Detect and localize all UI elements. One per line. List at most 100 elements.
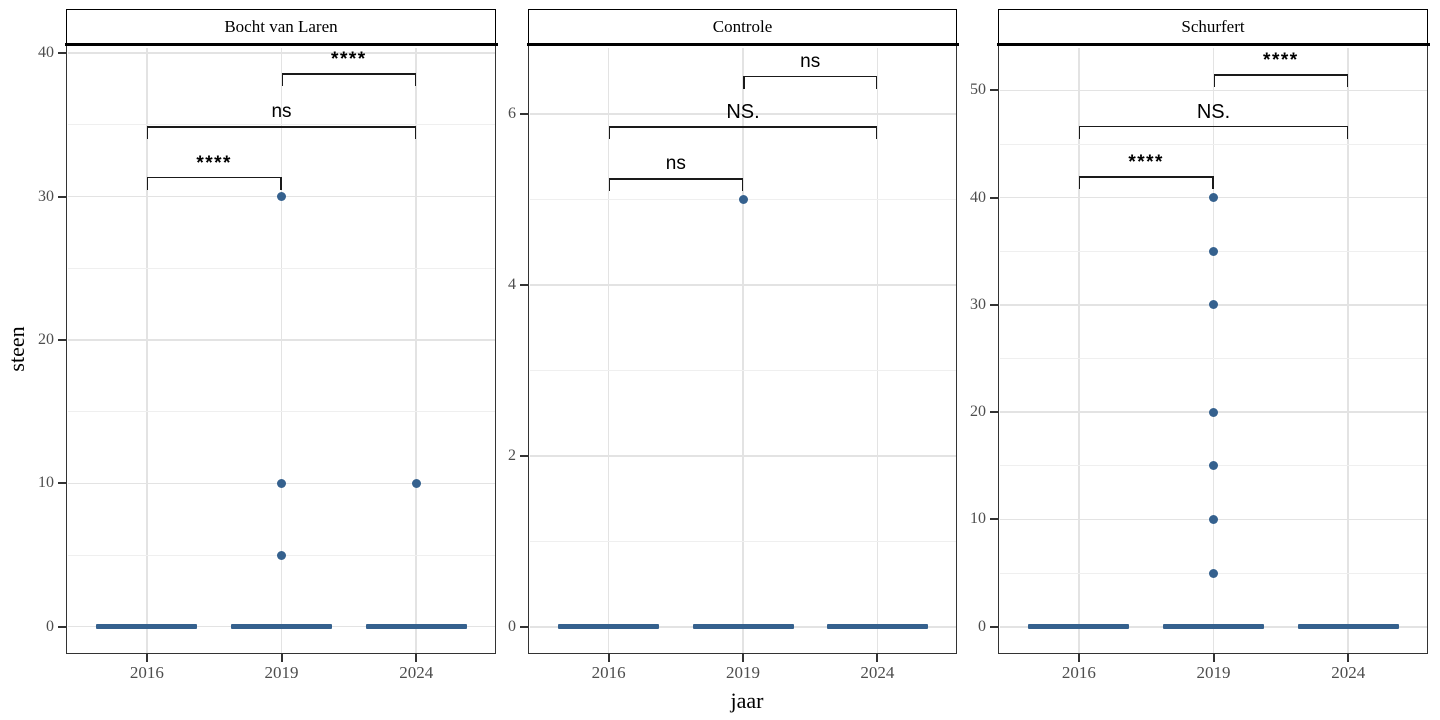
y-tick-mark <box>520 454 528 457</box>
significance-bracket-end <box>1078 176 1081 190</box>
facet-strip-bottom-border <box>527 43 959 46</box>
x-gridline <box>1078 47 1080 653</box>
facet-strip-bottom-border <box>65 43 498 46</box>
boxplot-median-bar <box>231 624 332 630</box>
data-point <box>1209 461 1218 471</box>
y-tick-mark <box>520 113 528 116</box>
significance-bracket <box>1078 125 1349 128</box>
significance-label: NS. <box>726 101 760 124</box>
x-tick-label: 2024 <box>399 663 434 682</box>
significance-label: ns <box>271 101 292 123</box>
significance-bracket-end <box>414 126 417 140</box>
significance-bracket <box>146 126 417 128</box>
boxplot-median-bar <box>365 624 467 630</box>
facet-strip-title: Controle <box>712 17 773 36</box>
y-gridline <box>67 52 495 54</box>
y-gridline <box>529 455 956 457</box>
x-tick-mark <box>1077 654 1080 662</box>
facet-strip-bottom-border <box>997 43 1430 46</box>
y-tick-label: 30 <box>38 187 54 205</box>
y-minor-gridline <box>67 267 495 269</box>
y-gridline <box>529 113 956 115</box>
significance-bracket <box>1213 74 1349 76</box>
y-tick-label: 2 <box>508 446 516 464</box>
significance-bracket <box>743 75 878 78</box>
significance-label: **** <box>1128 152 1164 174</box>
boxplot-median-bar <box>1297 624 1399 630</box>
significance-bracket-end <box>741 178 743 192</box>
facet-strip-title: Bocht van Laren <box>224 17 338 36</box>
x-tick-label: 2024 <box>860 663 895 682</box>
y-tick-mark <box>520 625 528 628</box>
data-point <box>277 192 286 202</box>
x-gridline <box>1212 47 1215 653</box>
y-tick-mark <box>990 303 998 306</box>
x-gridline <box>742 47 744 653</box>
data-point <box>1209 568 1218 578</box>
significance-bracket <box>1078 176 1214 178</box>
significance-bracket-end <box>608 178 611 192</box>
significance-bracket <box>608 178 743 180</box>
significance-bracket-end <box>743 75 745 89</box>
x-tick-label: 2016 <box>1061 663 1096 682</box>
y-tick-label: 0 <box>978 617 986 635</box>
facet-strip: Controle <box>528 9 957 45</box>
x-tick-mark <box>1212 654 1215 662</box>
significance-bracket-end <box>608 126 611 140</box>
significance-label: **** <box>1263 50 1299 72</box>
y-tick-label: 10 <box>970 510 986 528</box>
significance-bracket-end <box>146 126 149 140</box>
y-gridline <box>999 89 1427 92</box>
y-tick-mark <box>58 625 66 628</box>
boxplot-median-bar <box>692 624 794 630</box>
x-tick-mark <box>607 654 610 662</box>
x-tick-mark <box>280 654 283 662</box>
data-point <box>1209 246 1218 256</box>
y-minor-gridline <box>67 124 495 126</box>
significance-bracket-end <box>1213 74 1215 88</box>
y-gridline <box>67 339 495 341</box>
x-gridline <box>280 47 283 653</box>
y-tick-label: 10 <box>38 474 54 492</box>
y-tick-label: 6 <box>508 105 516 123</box>
significance-label: ns <box>800 50 821 72</box>
y-tick-mark <box>990 89 998 92</box>
significance-label: **** <box>196 152 232 174</box>
y-tick-label: 20 <box>970 403 986 421</box>
y-tick-mark <box>58 52 66 55</box>
x-tick-label: 2019 <box>1196 663 1231 682</box>
x-tick-label: 2016 <box>591 663 626 682</box>
x-tick-mark <box>1347 654 1350 662</box>
boxplot-median-bar <box>826 624 928 630</box>
y-tick-mark <box>990 518 998 521</box>
significance-bracket-end <box>875 75 878 89</box>
x-gridline <box>1347 47 1349 653</box>
data-point <box>1209 514 1218 524</box>
y-tick-label: 50 <box>970 81 986 99</box>
significance-bracket-end <box>280 176 282 190</box>
data-point <box>1209 300 1218 310</box>
y-tick-mark <box>58 195 66 198</box>
y-minor-gridline <box>529 370 956 371</box>
significance-bracket-end <box>281 73 283 87</box>
x-axis-title: jaar <box>730 688 764 713</box>
significance-label: NS. <box>1196 100 1231 123</box>
facet-strip: Schurfert <box>998 9 1428 45</box>
data-point <box>277 478 286 488</box>
data-point <box>411 478 421 488</box>
y-tick-mark <box>990 411 998 414</box>
data-point <box>1209 193 1218 203</box>
significance-bracket <box>146 176 282 179</box>
facet-strip-title: Schurfert <box>1181 17 1245 36</box>
x-gridline <box>876 47 879 653</box>
x-tick-label: 2019 <box>726 663 760 682</box>
x-tick-mark <box>145 654 148 662</box>
x-tick-mark <box>742 654 744 662</box>
data-point <box>277 550 286 560</box>
x-gridline <box>607 47 610 653</box>
significance-label: **** <box>331 49 367 71</box>
significance-label: ns <box>665 153 686 175</box>
y-tick-mark <box>990 625 998 628</box>
significance-bracket-end <box>1078 125 1081 139</box>
